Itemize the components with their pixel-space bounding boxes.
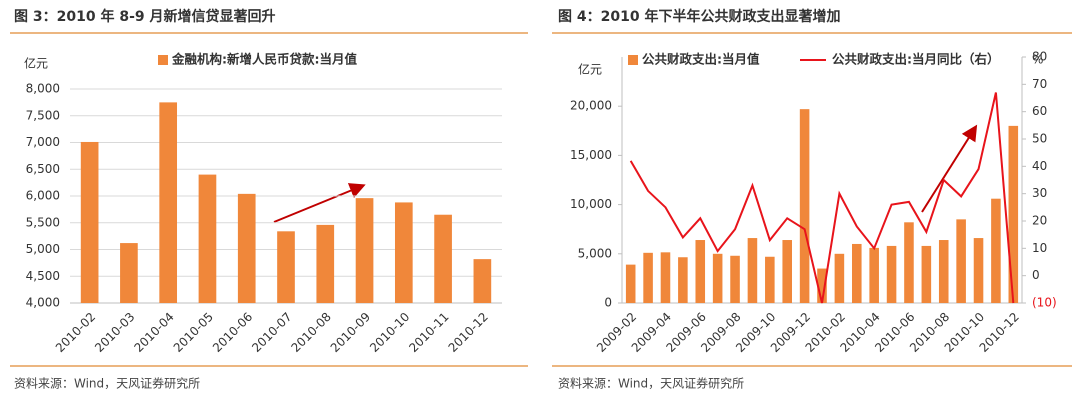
x-tick-label: 2010-09 [328, 310, 373, 355]
bar [237, 193, 256, 303]
bar [277, 231, 295, 303]
x-tick-label: 2010-10 [367, 310, 412, 355]
bar [625, 264, 636, 303]
y2-axis-label: % [1032, 53, 1043, 67]
bar [355, 198, 374, 303]
legend-label: 公共财政支出:当月值 [642, 52, 760, 67]
y-tick-label: 5,000 [578, 246, 612, 260]
x-tick-label: 2010-03 [92, 310, 137, 355]
chart-title: 图 4：2010 年下半年公共财政支出显著增加 [558, 8, 840, 25]
legend-swatch [628, 55, 638, 65]
bar [730, 255, 740, 303]
bar [678, 257, 688, 303]
bar [643, 252, 653, 303]
y-axis-label: 亿元 [578, 62, 602, 77]
bar [765, 256, 775, 303]
bar [747, 238, 758, 303]
y2-tick-label: 20 [1032, 214, 1047, 228]
y-tick-label: 6,000 [26, 189, 60, 203]
bar [886, 245, 897, 303]
bar [394, 202, 413, 303]
y-tick-label: 0 [604, 296, 612, 310]
bar [1008, 125, 1019, 303]
x-tick-label: 2010-11 [406, 310, 451, 355]
y2-tick-label: (10) [1032, 296, 1057, 310]
x-tick-label: 2010-04 [131, 310, 176, 355]
y-tick-label: 4,500 [26, 269, 60, 283]
y2-tick-label: 70 [1032, 77, 1047, 91]
bar [817, 268, 827, 303]
trend-arrow [273, 183, 366, 223]
y2-tick-label: 30 [1032, 186, 1047, 200]
y2-tick-label: 80 [1032, 50, 1047, 64]
bar [434, 214, 452, 303]
bar [904, 222, 914, 303]
bar [956, 219, 966, 303]
x-tick-label: 2010-12 [446, 310, 491, 355]
y2-tick-label: 0 [1032, 268, 1040, 282]
source: 资料来源：Wind，天风证券研究所 [558, 376, 744, 391]
bar [799, 109, 810, 303]
x-tick-label: 2010-06 [210, 310, 255, 355]
bar [120, 243, 138, 303]
bar [869, 247, 879, 303]
bar [159, 102, 178, 303]
y-tick-label: 7,500 [26, 108, 60, 122]
bar [316, 224, 335, 303]
bar [198, 174, 217, 303]
y2-tick-label: 10 [1032, 241, 1047, 255]
y-tick-label: 15,000 [570, 148, 612, 162]
bar [473, 259, 492, 303]
legend-label: 金融机构:新增人民币贷款:当月值 [171, 52, 357, 67]
bar [80, 141, 99, 303]
x-tick-label: 2010-07 [249, 310, 294, 355]
trend-arrow [921, 124, 978, 213]
x-tick-label: 2010-05 [171, 310, 216, 355]
y-tick-label: 5,000 [26, 242, 60, 256]
line-series [629, 92, 1015, 304]
bar [834, 253, 845, 303]
y-tick-label: 7,000 [26, 135, 60, 149]
bar [695, 240, 706, 303]
y-tick-label: 5,500 [26, 215, 60, 229]
x-tick-label: 2010-02 [53, 310, 98, 355]
y-tick-label: 4,000 [26, 296, 60, 310]
y-tick-label: 10,000 [570, 197, 612, 211]
chart-title: 图 3：2010 年 8-9 月新增信贷显著回升 [14, 8, 276, 25]
legend-swatch [158, 55, 168, 65]
bar [852, 243, 862, 303]
source: 资料来源：Wind，天风证券研究所 [14, 376, 200, 391]
bar [712, 253, 723, 303]
bar [973, 238, 984, 303]
y2-tick-label: 40 [1032, 159, 1047, 173]
x-tick-label: 2010-08 [289, 310, 334, 355]
y-tick-label: 6,500 [26, 162, 60, 176]
bar [938, 240, 949, 303]
bar [660, 252, 671, 303]
y-tick-label: 8,000 [26, 82, 60, 96]
y2-tick-label: 60 [1032, 104, 1047, 118]
y-axis-label: 亿元 [24, 56, 48, 71]
y-tick-label: 20,000 [570, 99, 612, 113]
bar [782, 240, 792, 303]
y2-tick-label: 50 [1032, 132, 1047, 146]
bar [991, 198, 1001, 303]
legend-label: 公共财政支出:当月同比（右） [832, 52, 1000, 67]
bar [921, 245, 932, 303]
